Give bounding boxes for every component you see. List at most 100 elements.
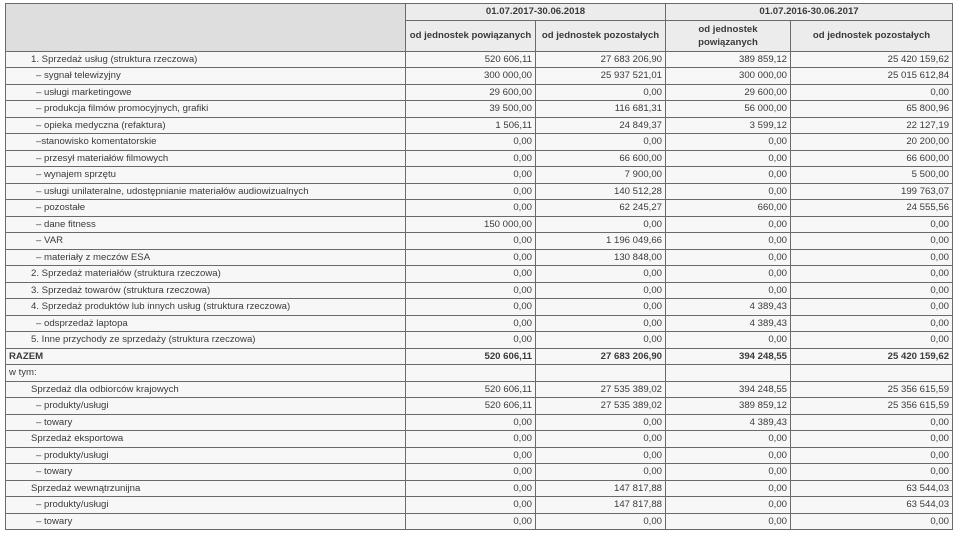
- row-label: Sprzedaż wewnątrzunijna: [5, 479, 406, 497]
- value-cell: 62 245,27: [534, 199, 667, 217]
- revenue-structure-table: 01.07.2017-30.06.2018 01.07.2016-30.06.2…: [5, 3, 954, 530]
- table-row: – wynajem sprzętu 0,00 7 900,00 0,00 5 500,0…: [5, 166, 954, 184]
- row-label: – towary: [5, 463, 406, 481]
- value-cell: 0,00: [405, 430, 536, 448]
- row-label: – dane fitness: [5, 215, 406, 233]
- row-label: – usługi marketingowe: [5, 83, 406, 101]
- column-header: od jednostek pozostałych: [790, 19, 954, 52]
- value-cell: 0,00: [665, 149, 792, 167]
- row-label: – produkty/usługi: [5, 496, 406, 514]
- value-cell: 0,00: [665, 281, 792, 299]
- value-cell: 0,00: [405, 512, 536, 530]
- value-cell: 0,00: [665, 265, 792, 283]
- value-cell: 25 420 159,62: [790, 347, 954, 365]
- table-row: – materiały z meczów ESA 0,00 130 848,00 0,…: [5, 248, 954, 266]
- value-cell: 0,00: [405, 413, 536, 431]
- value-cell: 0,00: [405, 199, 536, 217]
- value-cell: 0,00: [405, 479, 536, 497]
- value-cell: 0,00: [790, 314, 954, 332]
- value-cell: 0,00: [405, 331, 536, 349]
- value-cell: 0,00: [534, 463, 667, 481]
- value-cell: 394 248,55: [665, 380, 792, 398]
- row-label: RAZEM: [5, 347, 406, 365]
- value-cell: 24 555,56: [790, 199, 954, 217]
- value-cell: 25 356 615,59: [790, 380, 954, 398]
- value-cell: 150 000,00: [405, 215, 536, 233]
- row-label: – produkty/usługi: [5, 397, 406, 415]
- row-label: – usługi unilateralne, udostępnianie mat…: [5, 182, 406, 200]
- row-label: 2. Sprzedaż materiałów (struktura rzeczo…: [5, 265, 406, 283]
- column-header: od jednostek powiązanych: [405, 19, 536, 52]
- value-cell: 0,00: [790, 265, 954, 283]
- value-cell: 0,00: [665, 446, 792, 464]
- row-label: –stanowisko komentatorskie: [5, 133, 406, 151]
- value-cell: 7 900,00: [534, 166, 667, 184]
- row-label: – produkcja filmów promocyjnych, grafiki: [5, 100, 406, 118]
- row-label: 5. Inne przychody ze sprzedaży (struktur…: [5, 331, 406, 349]
- value-cell: 0,00: [790, 331, 954, 349]
- value-cell: 300 000,00: [665, 67, 792, 85]
- value-cell: 25 420 159,62: [790, 50, 954, 68]
- row-label: – odsprzedaż laptopa: [5, 314, 406, 332]
- value-cell: 0,00: [665, 479, 792, 497]
- value-cell: 0,00: [405, 133, 536, 151]
- value-cell: 24 849,37: [534, 116, 667, 134]
- row-label: – wynajem sprzętu: [5, 166, 406, 184]
- value-cell: 0,00: [534, 413, 667, 431]
- value-cell: 0,00: [790, 232, 954, 250]
- table-row: – opieka medyczna (refaktura) 1 506,11 24 …: [5, 116, 954, 134]
- row-label: – pozostałe: [5, 199, 406, 217]
- row-label: – VAR: [5, 232, 406, 250]
- table-row: 2. Sprzedaż materiałów (struktura rzeczo…: [5, 265, 954, 283]
- value-cell: 5 500,00: [790, 166, 954, 184]
- value-cell: 520 606,11: [405, 380, 536, 398]
- value-cell: 0,00: [790, 298, 954, 316]
- value-cell: 0,00: [534, 215, 667, 233]
- value-cell: 0,00: [405, 149, 536, 167]
- value-cell: 0,00: [665, 331, 792, 349]
- table-row: w tym:: [5, 364, 954, 382]
- table-row: Sprzedaż eksportowa 0,00 0,00 0,00 0,00: [5, 430, 954, 448]
- row-label: – towary: [5, 512, 406, 530]
- value-cell: 4 389,43: [665, 413, 792, 431]
- value-cell: 56 000,00: [665, 100, 792, 118]
- value-cell: 0,00: [405, 446, 536, 464]
- table-row: 1. Sprzedaż usług (struktura rzeczowa) 52…: [5, 50, 954, 68]
- value-cell: 25 356 615,59: [790, 397, 954, 415]
- value-cell: 66 600,00: [790, 149, 954, 167]
- table-row: – sygnał telewizyjny 300 000,00 25 937 521…: [5, 67, 954, 85]
- table-row: – odsprzedaż laptopa 0,00 0,00 4 389,43 0,00: [5, 314, 954, 332]
- value-cell: [790, 364, 954, 382]
- value-cell: 25 015 612,84: [790, 67, 954, 85]
- value-cell: 0,00: [534, 298, 667, 316]
- value-cell: 0,00: [534, 83, 667, 101]
- period-header: 01.07.2017-30.06.2018: [404, 3, 667, 21]
- value-cell: 520 606,11: [405, 50, 536, 68]
- value-cell: 0,00: [790, 430, 954, 448]
- row-label: – produkty/usługi: [5, 446, 406, 464]
- value-cell: 0,00: [665, 496, 792, 514]
- value-cell: [405, 364, 536, 382]
- value-cell: 140 512,28: [534, 182, 667, 200]
- period-header-row: 01.07.2017-30.06.2018 01.07.2016-30.06.2…: [5, 3, 954, 52]
- table-row: – produkty/usługi 0,00 0,00 0,00 0,00: [5, 446, 954, 464]
- table-row: – VAR 0,00 1 196 049,66 0,00 0,00: [5, 232, 954, 250]
- value-cell: 116 681,31: [534, 100, 667, 118]
- value-cell: 0,00: [790, 512, 954, 530]
- value-cell: [534, 364, 667, 382]
- value-cell: 4 389,43: [665, 314, 792, 332]
- value-cell: 0,00: [534, 512, 667, 530]
- value-cell: 0,00: [534, 281, 667, 299]
- table-row: RAZEM 520 606,11 27 683 206,90 394 248,55 25…: [5, 347, 954, 365]
- value-cell: 0,00: [405, 314, 536, 332]
- value-cell: 63 544,03: [790, 479, 954, 497]
- value-cell: 0,00: [665, 463, 792, 481]
- table-row: – przesył materiałów filmowych 0,00 66 600…: [5, 149, 954, 167]
- value-cell: 147 817,88: [534, 479, 667, 497]
- table-row: – towary 0,00 0,00 0,00 0,00: [5, 512, 954, 530]
- value-cell: 20 200,00: [790, 133, 954, 151]
- value-cell: 0,00: [534, 314, 667, 332]
- value-cell: 0,00: [665, 166, 792, 184]
- value-cell: 27 535 389,02: [534, 380, 667, 398]
- table-row: – pozostałe 0,00 62 245,27 660,00 24 555,56: [5, 199, 954, 217]
